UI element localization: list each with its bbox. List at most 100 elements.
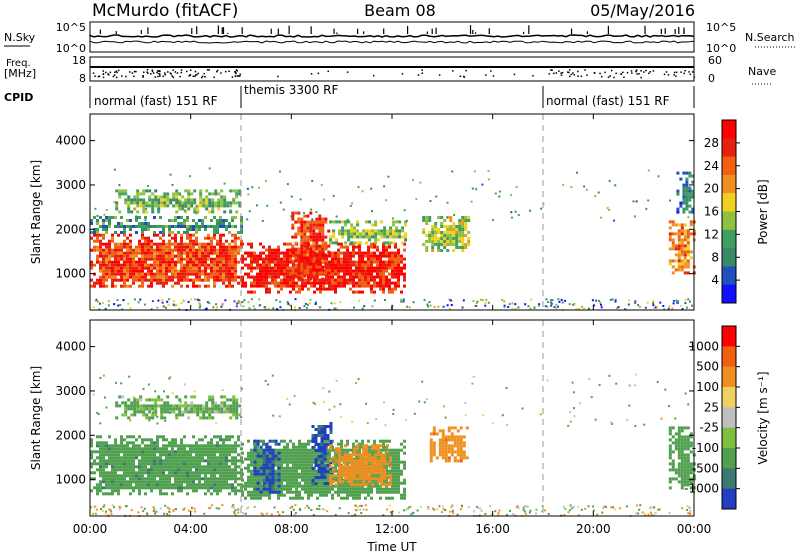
heatmap-cell: [334, 490, 337, 494]
heatmap-cell: [298, 493, 301, 497]
heatmap-cell: [180, 468, 183, 472]
heatmap-cell: [343, 260, 346, 264]
heatmap-cell: [379, 272, 382, 276]
heatmap-cell: [150, 459, 153, 463]
heatmap-cell: [232, 404, 236, 408]
heatmap-cell: [141, 468, 144, 472]
heatmap-cell: [271, 439, 275, 443]
heatmap-cell: [246, 218, 249, 221]
heatmap-cell: [211, 401, 215, 405]
heatmap-cell: [464, 243, 468, 246]
heatmap-cell: [452, 225, 456, 228]
heatmap-cell: [250, 451, 253, 455]
heatmap-cell: [358, 269, 361, 273]
heatmap-cell: [216, 222, 219, 225]
heatmap-cell: [256, 439, 260, 443]
heatmap-cell: [253, 275, 256, 279]
heatmap-cell: [403, 451, 406, 455]
heatmap-cell: [92, 306, 95, 309]
heatmap-cell: [189, 459, 192, 463]
heatmap-cell: [373, 251, 376, 255]
heatmap-cell: [306, 241, 310, 245]
heatmap-cell: [280, 478, 283, 482]
heatmap-cell: [394, 481, 397, 485]
heatmap-cell: [394, 287, 397, 291]
heatmap-cell: [216, 275, 219, 279]
heatmap-cell: [156, 471, 159, 475]
heatmap-cell: [180, 251, 183, 255]
heatmap-cell: [346, 496, 349, 500]
heatmap-cell: [668, 262, 672, 266]
heatmap-cell: [127, 198, 131, 202]
heatmap-cell: [144, 242, 147, 246]
heatmap-cell: [234, 263, 237, 267]
heatmap-cell: [280, 454, 283, 458]
heatmap-cell: [94, 300, 97, 302]
heatmap-cell: [364, 272, 367, 276]
heatmap-cell: [317, 434, 321, 437]
heatmap-cell: [259, 266, 262, 270]
heatmap-cell: [156, 438, 159, 442]
heatmap-cell: [216, 231, 219, 234]
heatmap-cell: [186, 225, 189, 228]
nave-dot: [220, 72, 222, 74]
heatmap-cell: [174, 486, 177, 490]
heatmap-cell: [443, 219, 447, 222]
heatmap-cell: [265, 454, 269, 458]
heatmap-cell: [241, 451, 244, 455]
heatmap-cell: [133, 201, 137, 205]
heatmap-cell: [102, 471, 105, 475]
heatmap-cell: [217, 404, 221, 408]
heatmap-cell: [391, 496, 394, 500]
heatmap-cell: [172, 192, 176, 196]
heatmap-cell: [376, 260, 379, 264]
heatmap-cell: [320, 440, 324, 443]
heatmap-cell: [332, 220, 336, 224]
heatmap-cell: [280, 475, 283, 479]
heatmap-cell: [253, 442, 256, 446]
heatmap-cell: [317, 476, 321, 479]
heatmap-cell: [397, 481, 400, 485]
heatmap-cell: [132, 257, 135, 261]
heatmap-cell: [329, 480, 333, 484]
heatmap-cell: [379, 278, 382, 282]
nave-dot: [228, 70, 230, 72]
heatmap-cell: [144, 266, 147, 270]
heatmap-cell: [228, 477, 231, 481]
heatmap-cell: [162, 263, 165, 267]
heatmap-cell: [153, 441, 156, 445]
heatmap-cell: [111, 459, 114, 463]
heatmap-cell: [334, 281, 337, 285]
heatmap-cell: [141, 447, 144, 451]
heatmap-cell: [403, 487, 406, 491]
freq-trace: [90, 66, 695, 79]
heatmap-cell: [141, 474, 144, 478]
heatmap-cell: [213, 269, 216, 273]
heatmap-cell: [219, 462, 222, 466]
heatmap-cell: [283, 242, 286, 246]
heatmap-cell: [184, 209, 187, 212]
heatmap-cell: [156, 275, 159, 279]
heatmap-cell: [323, 455, 327, 458]
heatmap-cell: [394, 454, 397, 458]
heatmap-cell: [219, 236, 222, 240]
heatmap-cell: [96, 219, 99, 222]
heatmap-cell: [111, 263, 114, 267]
heatmap-cell: [386, 229, 390, 233]
heatmap-cell: [135, 215, 138, 218]
heatmap-cell: [121, 401, 125, 405]
heatmap-cell: [671, 220, 675, 224]
heatmap-cell: [329, 447, 333, 451]
heatmap-cell: [320, 443, 324, 446]
heatmap-cell: [129, 486, 132, 490]
heatmap-cell: [250, 260, 253, 264]
heatmap-cell: [186, 269, 189, 273]
heatmap-cell: [142, 192, 146, 196]
heatmap-cell: [231, 435, 234, 439]
heatmap-cell: [314, 434, 318, 437]
heatmap-cell: [298, 254, 301, 258]
heatmap-cell: [340, 257, 343, 261]
nave-dot: [569, 75, 571, 78]
heatmap-cell: [467, 237, 471, 240]
heatmap-cell: [99, 435, 102, 439]
